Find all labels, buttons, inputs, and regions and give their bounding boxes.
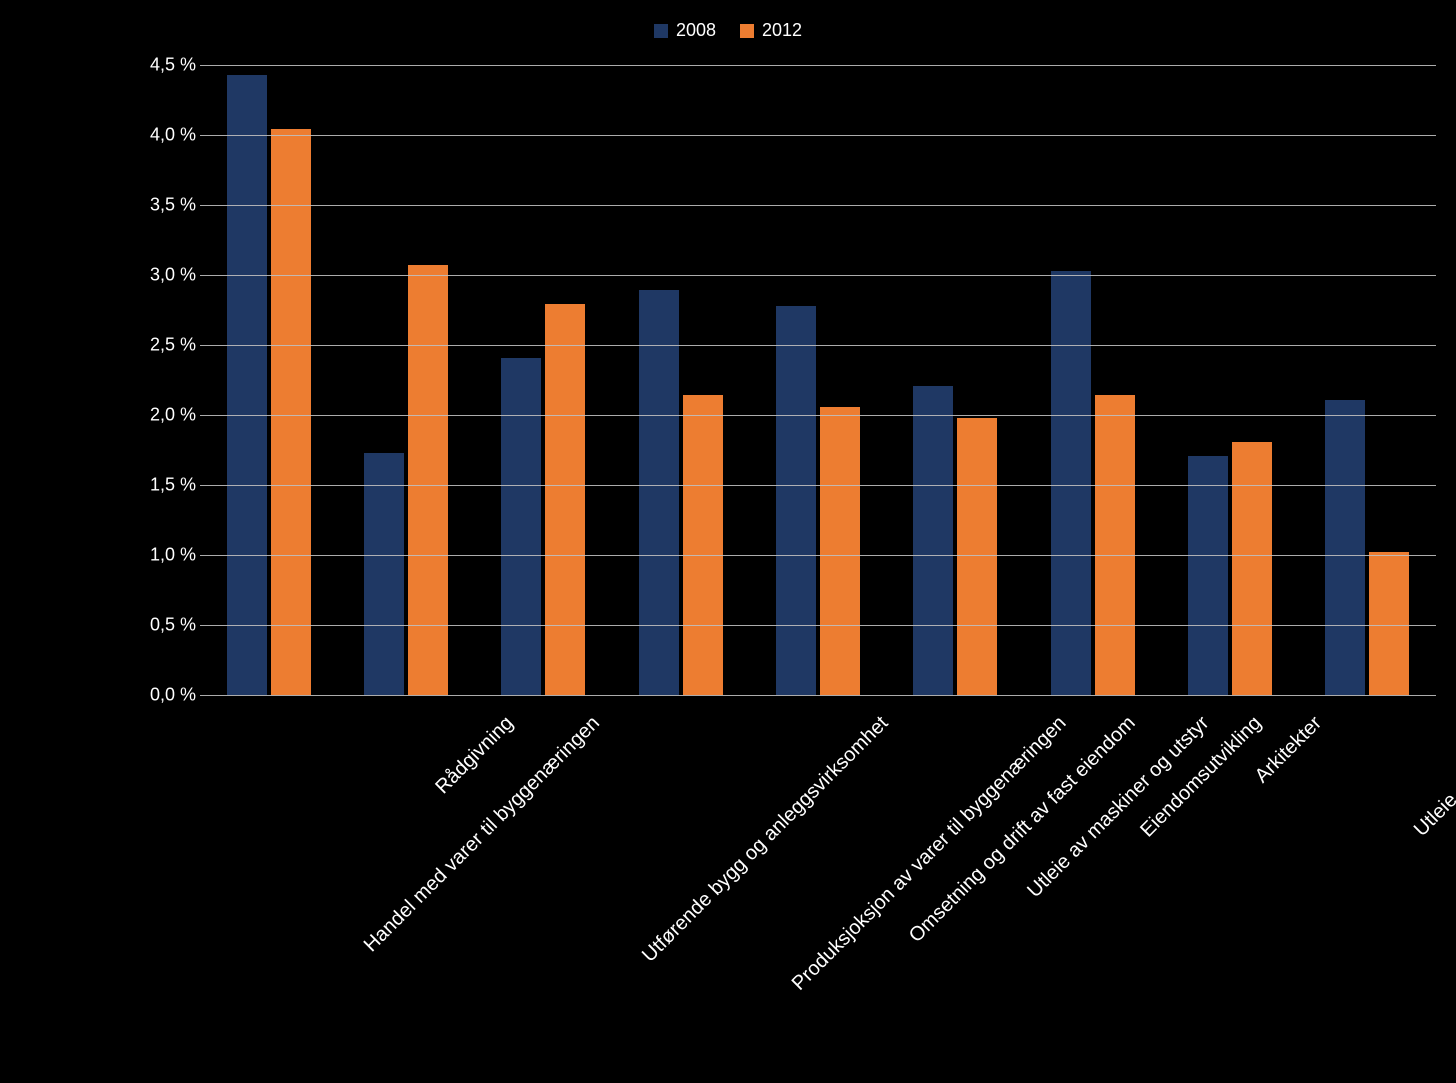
y-tick-label: 3,5 % [116,195,196,216]
bar-2008 [1325,400,1365,695]
bar-2012 [957,418,997,695]
y-tick-label: 0,0 % [116,685,196,706]
bar-2008 [639,290,679,695]
bar-2012 [820,407,860,695]
gridline [200,345,1436,346]
bar-2012 [1095,395,1135,695]
x-axis-labels: Handel med varer til byggenæringenRådgiv… [200,700,1436,1070]
gridline [200,485,1436,486]
legend: 2008 2012 [0,20,1456,41]
bar-2008 [1188,456,1228,695]
y-tick-label: 3,0 % [116,265,196,286]
bar-2008 [364,453,404,695]
legend-swatch-2012 [740,24,754,38]
gridline [200,205,1436,206]
bar-2012 [271,129,311,695]
y-tick-label: 2,5 % [116,335,196,356]
x-category-label: Utleie av eiendom [1410,712,1456,841]
x-category-label: Produksjoksjon av varer til byggenæringe… [787,712,1071,996]
legend-swatch-2008 [654,24,668,38]
x-category-label: Rådgivning [431,712,518,799]
legend-label-2008: 2008 [676,20,716,41]
y-tick-label: 4,5 % [116,55,196,76]
bar-2012 [408,265,448,695]
gridline [200,555,1436,556]
legend-item-2012: 2012 [740,20,802,41]
y-tick-label: 0,5 % [116,615,196,636]
legend-item-2008: 2008 [654,20,716,41]
gridline [200,415,1436,416]
gridline [200,275,1436,276]
bar-2012 [545,304,585,695]
bar-2008 [501,358,541,695]
bars-layer [200,65,1436,695]
bar-2008 [227,75,267,695]
bar-2012 [683,395,723,695]
gridline [200,695,1436,696]
bar-2012 [1369,552,1409,695]
y-tick-label: 4,0 % [116,125,196,146]
gridline [200,135,1436,136]
y-tick-label: 2,0 % [116,405,196,426]
legend-label-2012: 2012 [762,20,802,41]
plot-area [200,65,1436,695]
gridline [200,625,1436,626]
bar-2012 [1232,442,1272,695]
gridline [200,65,1436,66]
y-tick-label: 1,5 % [116,475,196,496]
bar-chart: 2008 2012 0,0 % 0,5 % 1,0 % 1,5 % 2,0 % 2,5 %… [0,0,1456,1083]
bar-2008 [776,306,816,695]
y-tick-label: 1,0 % [116,545,196,566]
bar-2008 [913,386,953,695]
bar-2008 [1051,271,1091,695]
